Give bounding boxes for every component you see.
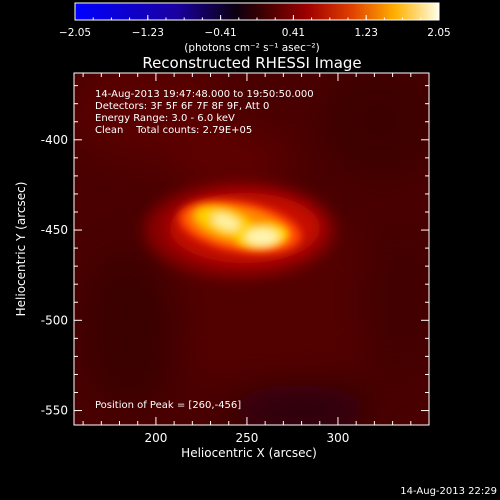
y-tick-label: -550 [41,404,68,418]
colorbar-tick-label: −2.05 [59,27,91,39]
x-tick-labels: 200 250 300 [144,431,349,445]
axis-ticks [74,73,429,425]
chart-title: Reconstructed RHESSI Image [142,54,361,72]
x-tick-label: 250 [235,431,258,445]
x-tick-label: 300 [327,431,350,445]
annotation-detectors: Detectors: 3F 5F 6F 7F 8F 9F, Att 0 [95,101,269,112]
y-tick-label: -400 [41,133,68,147]
colorbar-tick-label: 1.23 [355,27,378,39]
colorbar-tick-labels: −2.05 −1.23 −0.41 0.41 1.23 2.05 [59,27,451,39]
colorbar-tick-label: 2.05 [427,27,450,39]
y-tick-label: -500 [41,313,68,327]
colorbar-unit-label: (photons cm⁻² s⁻¹ asec⁻²) [184,42,319,54]
y-axis-label: Heliocentric Y (arcsec) [14,182,28,317]
heatmap-image [74,73,429,425]
annotation-peak: Position of Peak = [260,-456] [95,400,241,411]
y-tick-label: -450 [41,223,68,237]
x-tick-label: 200 [144,431,167,445]
timestamp: 14-Aug-2013 22:29 [400,486,497,497]
colorbar-ticks [74,15,440,20]
plot-frame [73,72,430,426]
x-axis-label: Heliocentric X (arcsec) [181,446,317,460]
info-annotations: 14-Aug-2013 19:47:48.000 to 19:50:50.000… [95,89,314,411]
y-tick-labels: -400 -450 -500 -550 [41,133,68,418]
annotation-energy: Energy Range: 3.0 - 6.0 keV [95,113,235,124]
colorbar-tick-label: −1.23 [132,27,164,39]
colorbar-tick-label: 0.41 [282,27,305,39]
annotation-time: 14-Aug-2013 19:47:48.000 to 19:50:50.000 [95,89,314,100]
colorbar-tick-label: −0.41 [205,27,237,39]
colorbar [74,2,440,21]
annotation-clean: Clean Total counts: 2.79E+05 [95,125,252,136]
